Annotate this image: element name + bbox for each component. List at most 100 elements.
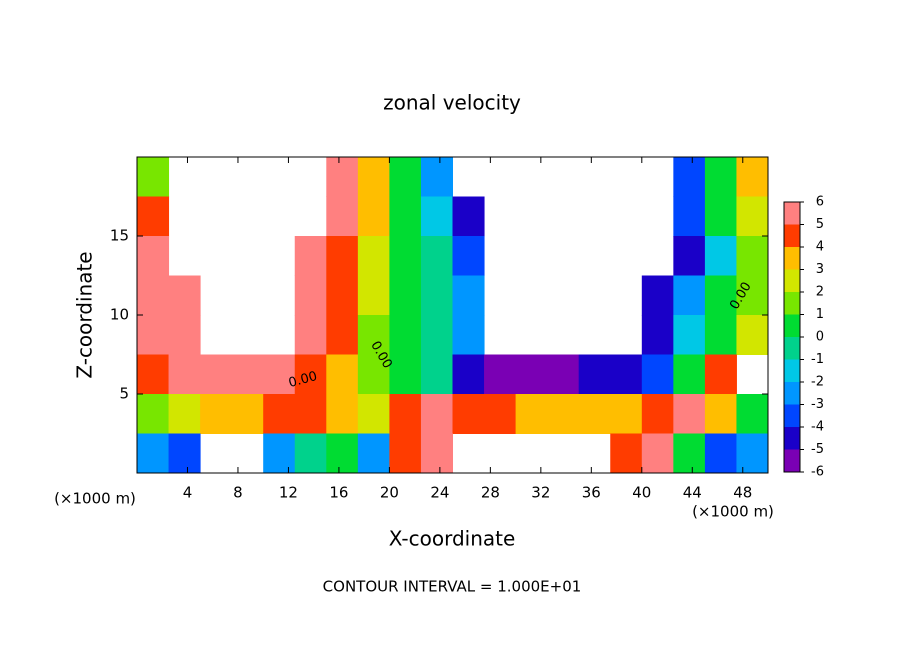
field-cell (137, 394, 170, 434)
field-cell (231, 354, 264, 395)
x-tick-label: 24 (430, 484, 449, 502)
x-unit: (×1000 m) (692, 503, 774, 521)
field-cell (704, 394, 737, 434)
field-cell (168, 394, 201, 434)
field-cell (326, 196, 359, 237)
field-cell (673, 433, 706, 474)
colorbar-tick-label: 0 (816, 330, 824, 345)
colorbar-tick-label: 3 (816, 262, 824, 277)
field-cell (137, 433, 170, 474)
field-cell (673, 157, 706, 197)
field-cell (547, 354, 580, 395)
field-cell (326, 394, 359, 434)
field-cell (610, 433, 643, 474)
y-axis-label: Z-coordinate (73, 251, 97, 378)
field-cell (389, 354, 422, 395)
field-cell (641, 354, 674, 395)
field-cell (357, 315, 390, 355)
field-cell (420, 433, 453, 474)
x-axis-label: X-coordinate (389, 527, 516, 551)
field-cell (641, 315, 674, 355)
field-cell (736, 236, 769, 276)
field-cell (357, 394, 390, 434)
field-cell (704, 275, 737, 316)
field-cell (263, 433, 296, 474)
field-cell (137, 275, 170, 316)
field-cell (420, 275, 453, 316)
field-cell (389, 275, 422, 316)
colorbar-tick-label: -3 (811, 397, 824, 412)
x-tick-label: 40 (632, 484, 651, 502)
field-cell (452, 354, 485, 395)
colorbar-tick-label: 1 (816, 307, 824, 322)
field-cell (137, 236, 170, 276)
field-cell (326, 315, 359, 355)
field-cell (704, 196, 737, 237)
field-cell (452, 275, 485, 316)
field-cell (168, 433, 201, 474)
field-cell (137, 315, 170, 355)
x-tick-label: 4 (183, 484, 193, 502)
colorbar-band (784, 292, 800, 315)
x-tick-label: 16 (329, 484, 348, 502)
field-cell (484, 354, 517, 395)
field-cell (673, 315, 706, 355)
field-cell (641, 394, 674, 434)
field-cell (263, 394, 296, 434)
field-cell (263, 354, 296, 395)
field-cell (389, 394, 422, 434)
colorbar-tick-label: -2 (811, 375, 824, 390)
field-cell (200, 354, 233, 395)
colorbar-band (784, 382, 800, 405)
x-tick-label: 32 (531, 484, 550, 502)
x-tick-label: 20 (380, 484, 399, 502)
colorbar-tick-label: 6 (816, 195, 824, 210)
field-cell (641, 433, 674, 474)
field-cell (704, 354, 737, 395)
field-cell (389, 157, 422, 197)
field-cell (168, 275, 201, 316)
colorbar-band (784, 359, 800, 382)
field-cell (704, 157, 737, 197)
field-cell (231, 394, 264, 434)
field-cell (389, 196, 422, 237)
field-cell (578, 354, 611, 395)
field-cell (294, 433, 327, 474)
colorbar-band (784, 202, 800, 225)
field-cell (736, 394, 769, 434)
colorbar-tick-label: -5 (811, 442, 824, 457)
field-cell (137, 196, 170, 237)
colorbar-tick-label: 4 (816, 240, 824, 255)
field-cell (673, 196, 706, 237)
colorbar-band (784, 269, 800, 292)
field-cell (137, 354, 170, 395)
field-cell (389, 433, 422, 474)
colorbar-tick-label: -6 (811, 465, 824, 480)
field-cell (547, 394, 580, 434)
field-cell (704, 236, 737, 276)
field-cell (200, 394, 233, 434)
field-cell (452, 394, 485, 434)
x-tick-label: 36 (582, 484, 601, 502)
colorbar-band (784, 404, 800, 427)
field-cell (357, 196, 390, 237)
colorbar-tick-label: -1 (811, 352, 824, 367)
field-cell (704, 433, 737, 474)
field-cell (357, 157, 390, 197)
field-cell (736, 315, 769, 355)
field-cell (452, 236, 485, 276)
field-cell (420, 157, 453, 197)
field-cell (168, 315, 201, 355)
field-cell (452, 315, 485, 355)
field-cell (452, 196, 485, 237)
colorbar-tick-label: -4 (811, 420, 824, 435)
field-cell (736, 196, 769, 237)
colorbar-band (784, 427, 800, 450)
field-cell (736, 433, 769, 474)
x-tick-label: 44 (683, 484, 702, 502)
field-cell (673, 236, 706, 276)
field-cell (389, 315, 422, 355)
field-cell (515, 394, 548, 434)
x-tick-label: 28 (481, 484, 500, 502)
colorbar-band (784, 247, 800, 270)
